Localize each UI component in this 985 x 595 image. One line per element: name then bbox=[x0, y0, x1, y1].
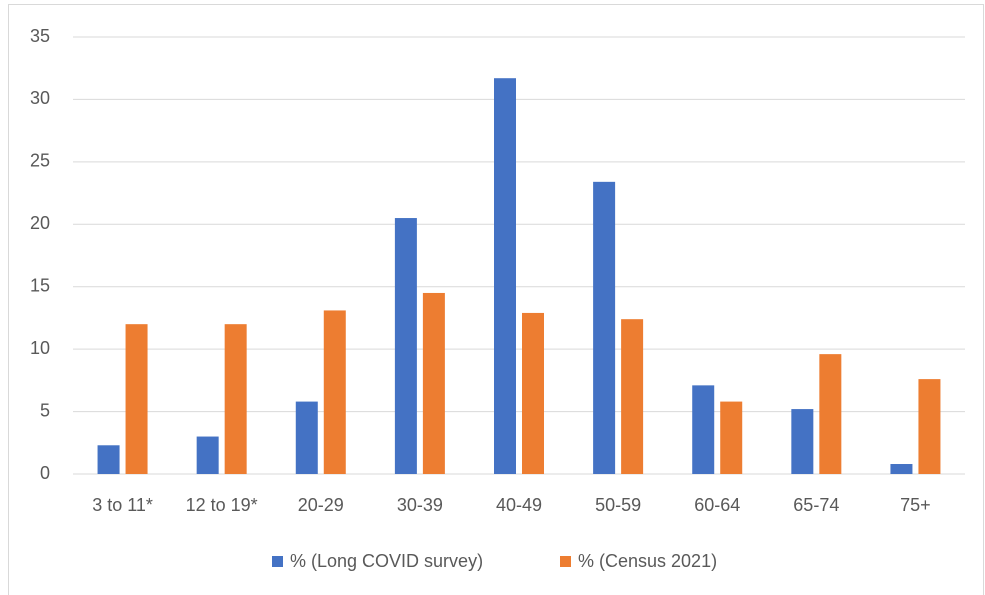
bar bbox=[125, 324, 148, 474]
y-tick-label: 15 bbox=[30, 275, 50, 295]
bar bbox=[918, 379, 941, 474]
y-tick-label: 25 bbox=[30, 151, 50, 171]
bar bbox=[494, 78, 516, 475]
bar bbox=[224, 324, 247, 474]
legend-label: % (Long COVID survey) bbox=[290, 551, 483, 571]
x-tick-label: 75+ bbox=[900, 495, 931, 515]
bar bbox=[720, 401, 743, 474]
x-tick-label: 40-49 bbox=[496, 495, 542, 515]
x-tick-label: 30-39 bbox=[397, 495, 443, 515]
bar bbox=[692, 385, 715, 474]
y-tick-label: 35 bbox=[30, 26, 50, 46]
legend-label: % (Census 2021) bbox=[578, 551, 717, 571]
bar bbox=[593, 181, 616, 474]
x-tick-label: 50-59 bbox=[595, 495, 641, 515]
y-tick-label: 20 bbox=[30, 213, 50, 233]
bar bbox=[422, 292, 445, 474]
bar bbox=[791, 409, 814, 474]
bar bbox=[522, 312, 544, 474]
x-tick-label: 65-74 bbox=[793, 495, 839, 515]
y-tick-label: 10 bbox=[30, 338, 50, 358]
y-tick-label: 5 bbox=[40, 400, 50, 420]
legend-swatch bbox=[272, 556, 283, 567]
y-tick-label: 0 bbox=[40, 463, 50, 483]
x-tick-label: 60-64 bbox=[694, 495, 740, 515]
bar bbox=[196, 436, 219, 474]
bar bbox=[394, 218, 417, 474]
x-tick-label: 3 to 11* bbox=[92, 495, 153, 515]
legend-swatch bbox=[560, 556, 571, 567]
bar bbox=[323, 310, 346, 474]
bar bbox=[97, 445, 120, 474]
bar bbox=[621, 319, 644, 474]
bar bbox=[819, 354, 842, 474]
bar bbox=[295, 401, 318, 474]
bar bbox=[890, 464, 913, 474]
chart-border bbox=[8, 4, 984, 595]
x-tick-label: 12 to 19* bbox=[186, 495, 258, 515]
x-tick-label: 20-29 bbox=[298, 495, 344, 515]
y-tick-label: 30 bbox=[30, 88, 50, 108]
